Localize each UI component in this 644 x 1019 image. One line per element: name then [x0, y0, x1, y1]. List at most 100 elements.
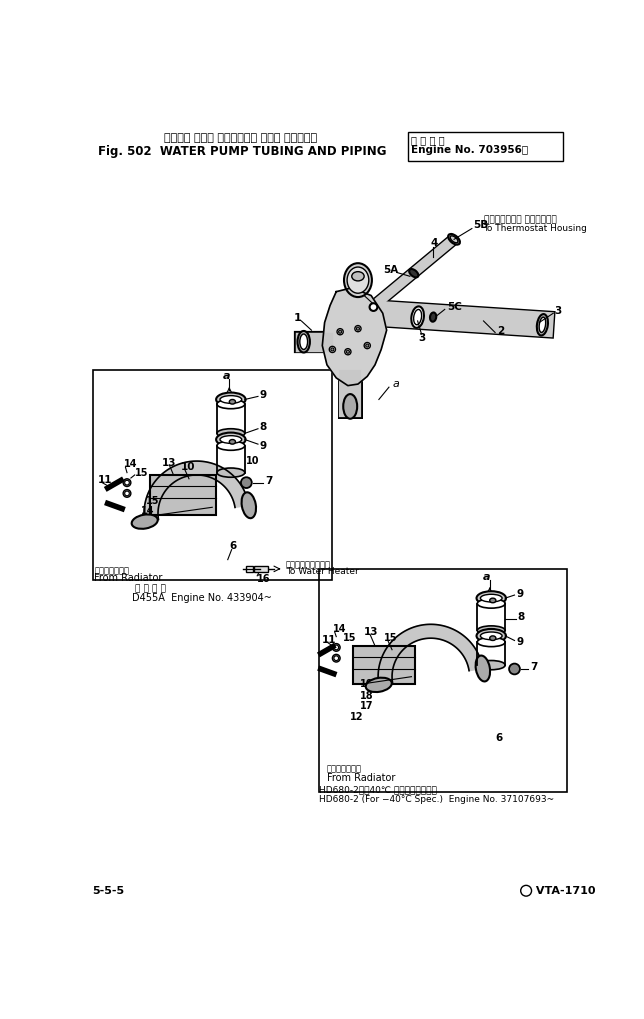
Ellipse shape [537, 314, 548, 335]
Ellipse shape [477, 591, 506, 605]
Circle shape [123, 489, 131, 497]
Text: ウォータヒーターへ: ウォータヒーターへ [286, 560, 331, 570]
Circle shape [355, 325, 361, 332]
Bar [319, 569, 567, 792]
Ellipse shape [343, 394, 357, 419]
Ellipse shape [300, 334, 308, 350]
Circle shape [509, 663, 520, 675]
Circle shape [521, 886, 531, 896]
Ellipse shape [489, 598, 496, 603]
Text: 16: 16 [257, 574, 270, 584]
Text: 10: 10 [359, 680, 373, 690]
Ellipse shape [216, 433, 245, 446]
Circle shape [334, 656, 339, 660]
Ellipse shape [476, 655, 490, 682]
Text: 18: 18 [359, 691, 373, 701]
Ellipse shape [539, 317, 545, 332]
Text: 1: 1 [294, 313, 301, 323]
Text: D455A  Engine No. 433904~: D455A Engine No. 433904~ [131, 593, 272, 603]
Text: HD680-2（－40℃ 仕様）　適用号機: HD680-2（－40℃ 仕様） 適用号機 [319, 786, 437, 795]
Ellipse shape [229, 439, 236, 444]
Text: 13: 13 [162, 458, 176, 468]
Circle shape [334, 645, 339, 650]
Text: 適 用 号 機: 適 用 号 機 [135, 585, 166, 593]
Ellipse shape [229, 399, 236, 405]
Bar [354, 646, 415, 685]
Polygon shape [322, 287, 386, 385]
Ellipse shape [477, 599, 505, 608]
Text: From Radiator: From Radiator [95, 573, 163, 583]
Text: ウォータ ポンプ チュービング および パイピング: ウォータ ポンプ チュービング および パイピング [164, 132, 317, 143]
Bar [150, 475, 216, 515]
Circle shape [241, 477, 252, 488]
Text: 9: 9 [516, 637, 523, 647]
Circle shape [123, 479, 131, 486]
Ellipse shape [131, 515, 158, 529]
Bar [408, 131, 563, 161]
Ellipse shape [409, 269, 419, 277]
Text: 8: 8 [518, 612, 525, 623]
Ellipse shape [480, 594, 502, 602]
Ellipse shape [477, 629, 506, 643]
Text: 4: 4 [431, 238, 438, 249]
Text: 6: 6 [495, 734, 502, 743]
Ellipse shape [477, 638, 505, 647]
Text: 9: 9 [260, 440, 267, 450]
Text: 7: 7 [265, 476, 272, 486]
Circle shape [125, 491, 129, 495]
Text: 10: 10 [181, 463, 196, 472]
Ellipse shape [352, 272, 364, 281]
Ellipse shape [217, 429, 245, 438]
Text: 13: 13 [364, 627, 379, 637]
Circle shape [332, 644, 340, 651]
Text: 5A: 5A [383, 265, 398, 275]
Text: 6: 6 [229, 541, 236, 551]
Text: a: a [483, 572, 490, 582]
Text: 14: 14 [124, 460, 137, 469]
Ellipse shape [413, 310, 422, 325]
Text: 15: 15 [135, 468, 148, 478]
Text: 適 用 号 機: 適 用 号 機 [412, 135, 445, 145]
Ellipse shape [216, 392, 245, 407]
Circle shape [345, 348, 351, 355]
Text: HD680-2 (For −40°C Spec.)  Engine No. 37107693~: HD680-2 (For −40°C Spec.) Engine No. 371… [319, 795, 554, 804]
Text: 5-5-5: 5-5-5 [92, 886, 124, 896]
Text: 3: 3 [554, 306, 562, 316]
Text: From Radiator: From Radiator [327, 773, 395, 784]
Text: ①: ① [520, 886, 528, 896]
Ellipse shape [242, 492, 256, 519]
Bar [245, 566, 253, 572]
Ellipse shape [489, 636, 496, 641]
Text: a: a [222, 371, 230, 381]
Bar [93, 370, 332, 580]
Circle shape [370, 304, 377, 311]
Ellipse shape [347, 267, 369, 293]
Ellipse shape [344, 263, 372, 298]
Circle shape [329, 346, 336, 353]
Text: 2: 2 [497, 326, 504, 336]
Circle shape [339, 330, 342, 333]
Ellipse shape [220, 395, 242, 404]
Ellipse shape [448, 234, 460, 245]
Ellipse shape [477, 660, 505, 669]
Circle shape [332, 654, 340, 662]
Text: 5C: 5C [447, 302, 462, 312]
Text: 10: 10 [247, 457, 260, 466]
Text: 9: 9 [516, 589, 523, 598]
Text: サーモスタット ハウジングへ: サーモスタット ハウジングへ [484, 216, 556, 224]
Text: To Water Heater: To Water Heater [286, 568, 359, 577]
Circle shape [366, 344, 369, 347]
Polygon shape [378, 625, 483, 685]
Text: 12: 12 [135, 517, 148, 526]
Text: VTA-1710: VTA-1710 [533, 886, 596, 896]
Ellipse shape [480, 632, 502, 640]
Circle shape [125, 480, 129, 485]
Text: 7: 7 [530, 662, 537, 673]
Ellipse shape [412, 307, 424, 328]
Polygon shape [144, 461, 249, 522]
Text: 3: 3 [419, 333, 426, 342]
Circle shape [337, 329, 343, 335]
Text: 12: 12 [350, 711, 364, 721]
Ellipse shape [450, 235, 458, 243]
Circle shape [346, 351, 350, 354]
